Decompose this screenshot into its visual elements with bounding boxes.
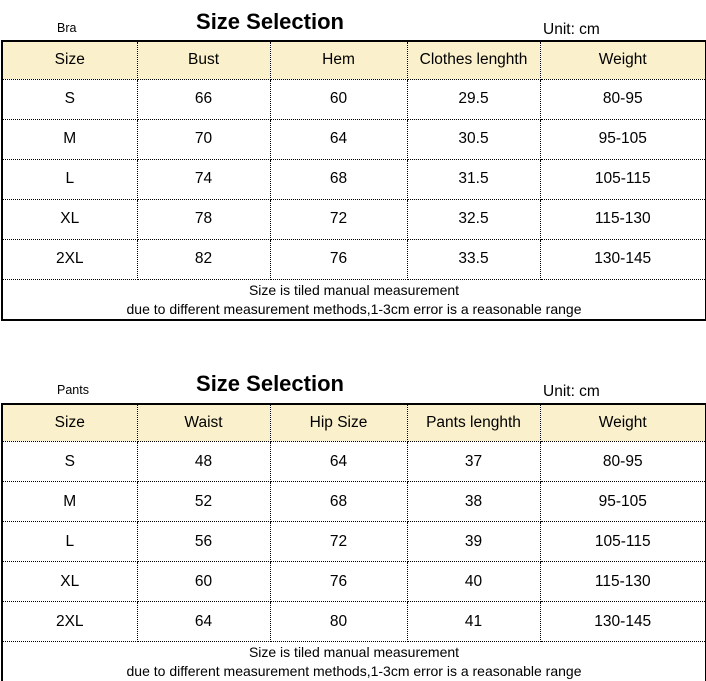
pants-l-hip: 72 — [269, 521, 408, 562]
pants-m-hip: 68 — [269, 481, 408, 522]
pants-table-row-xl: XL 60 76 40 115-130 — [1, 561, 706, 602]
pants-s-weight: 80-95 — [539, 441, 706, 482]
bra-xl-clothes-length: 32.5 — [406, 198, 541, 240]
bra-m-size: M — [1, 118, 138, 160]
pants-title: Size Selection — [196, 371, 344, 397]
pants-size-chart: Pants Size Selection Unit: cm Size Waist… — [0, 321, 706, 681]
pants-xl-size: XL — [1, 561, 138, 602]
pants-column-header-pants-length: Pants lenghth — [406, 403, 541, 442]
bra-column-header-hem: Hem — [269, 40, 408, 80]
bra-l-clothes-length: 31.5 — [406, 158, 541, 200]
pants-m-size: M — [1, 481, 138, 522]
pants-m-length: 38 — [406, 481, 541, 522]
pants-table: Size Waist Hip Size Pants lenghth Weight… — [1, 402, 706, 681]
bra-s-weight: 80-95 — [539, 78, 706, 120]
bra-note-line-1: Size is tiled manual measurement — [248, 281, 460, 298]
bra-note-line-2: due to different measurement methods,1-3… — [126, 300, 582, 317]
pants-s-length: 37 — [406, 441, 541, 482]
pants-xl-hip: 76 — [269, 561, 408, 602]
pants-column-header-size: Size — [1, 403, 138, 442]
bra-table-row-m: M 70 64 30.5 95-105 — [1, 118, 706, 160]
bra-size-chart: Bra Size Selection Unit: cm Size Bust He… — [0, 0, 706, 321]
bra-column-header-weight: Weight — [539, 40, 706, 80]
pants-m-waist: 52 — [136, 481, 271, 522]
pants-table-row-s: S 48 64 37 80-95 — [1, 441, 706, 482]
pants-xl-waist: 60 — [136, 561, 271, 602]
pants-unit-label: Unit: cm — [543, 383, 600, 401]
pants-2xl-hip: 80 — [269, 601, 408, 642]
bra-header: Bra Size Selection Unit: cm — [0, 0, 706, 40]
pants-l-size: L — [1, 521, 138, 562]
bra-s-size: S — [1, 78, 138, 120]
bra-section-label: Bra — [57, 20, 77, 35]
pants-column-header-hip-size: Hip Size — [269, 403, 408, 442]
bra-s-clothes-length: 29.5 — [406, 78, 541, 120]
pants-s-hip: 64 — [269, 441, 408, 482]
bra-2xl-size: 2XL — [1, 238, 138, 280]
bra-2xl-hem: 76 — [269, 238, 408, 280]
bra-2xl-bust: 82 — [136, 238, 271, 280]
bra-l-hem: 68 — [269, 158, 408, 200]
bra-notes-row: Size is tiled manual measurement due to … — [1, 278, 706, 320]
bra-l-bust: 74 — [136, 158, 271, 200]
bra-m-bust: 70 — [136, 118, 271, 160]
pants-l-waist: 56 — [136, 521, 271, 562]
bra-l-size: L — [1, 158, 138, 200]
bra-title: Size Selection — [196, 8, 344, 34]
bra-m-weight: 95-105 — [539, 118, 706, 160]
bra-xl-size: XL — [1, 198, 138, 240]
bra-table-row-xl: XL 78 72 32.5 115-130 — [1, 198, 706, 240]
pants-l-length: 39 — [406, 521, 541, 562]
bra-column-header-bust: Bust — [136, 40, 271, 80]
pants-xl-length: 40 — [406, 561, 541, 602]
bra-column-header-row: Size Bust Hem Clothes lenghth Weight — [1, 40, 706, 80]
pants-2xl-weight: 130-145 — [539, 601, 706, 642]
bra-2xl-clothes-length: 33.5 — [406, 238, 541, 280]
pants-column-header-weight: Weight — [539, 403, 706, 442]
pants-column-header-row: Size Waist Hip Size Pants lenghth Weight — [1, 403, 706, 442]
bra-column-header-clothes-length: Clothes lenghth — [406, 40, 541, 80]
pants-notes-row: Size is tiled manual measurement due to … — [1, 641, 706, 681]
bra-m-hem: 64 — [269, 118, 408, 160]
pants-note-line-2: due to different measurement methods,1-3… — [126, 663, 582, 679]
pants-column-header-waist: Waist — [136, 403, 271, 442]
pants-table-row-l: L 56 72 39 105-115 — [1, 521, 706, 562]
bra-s-bust: 66 — [136, 78, 271, 120]
pants-m-weight: 95-105 — [539, 481, 706, 522]
bra-table: Size Bust Hem Clothes lenghth Weight S 6… — [1, 40, 706, 321]
bra-xl-bust: 78 — [136, 198, 271, 240]
bra-notes-cell: Size is tiled manual measurement due to … — [1, 278, 706, 320]
bra-table-row-s: S 66 60 29.5 80-95 — [1, 78, 706, 120]
bra-column-header-size: Size — [1, 40, 138, 80]
pants-s-size: S — [1, 441, 138, 482]
pants-table-row-m: M 52 68 38 95-105 — [1, 481, 706, 522]
pants-l-weight: 105-115 — [539, 521, 706, 562]
bra-2xl-weight: 130-145 — [539, 238, 706, 280]
bra-unit-label: Unit: cm — [543, 20, 600, 38]
pants-2xl-waist: 64 — [136, 601, 271, 642]
bra-table-row-2xl: 2XL 82 76 33.5 130-145 — [1, 238, 706, 280]
pants-notes-cell: Size is tiled manual measurement due to … — [1, 641, 706, 681]
bra-table-row-l: L 74 68 31.5 105-115 — [1, 158, 706, 200]
pants-section-label: Pants — [57, 383, 89, 397]
pants-header: Pants Size Selection Unit: cm — [0, 321, 706, 403]
bra-xl-hem: 72 — [269, 198, 408, 240]
pants-s-waist: 48 — [136, 441, 271, 482]
bra-xl-weight: 115-130 — [539, 198, 706, 240]
bra-m-clothes-length: 30.5 — [406, 118, 541, 160]
bra-s-hem: 60 — [269, 78, 408, 120]
pants-2xl-length: 41 — [406, 601, 541, 642]
pants-note-line-1: Size is tiled manual measurement — [248, 644, 460, 660]
pants-2xl-size: 2XL — [1, 601, 138, 642]
bra-l-weight: 105-115 — [539, 158, 706, 200]
pants-table-row-2xl: 2XL 64 80 41 130-145 — [1, 601, 706, 642]
pants-xl-weight: 115-130 — [539, 561, 706, 602]
